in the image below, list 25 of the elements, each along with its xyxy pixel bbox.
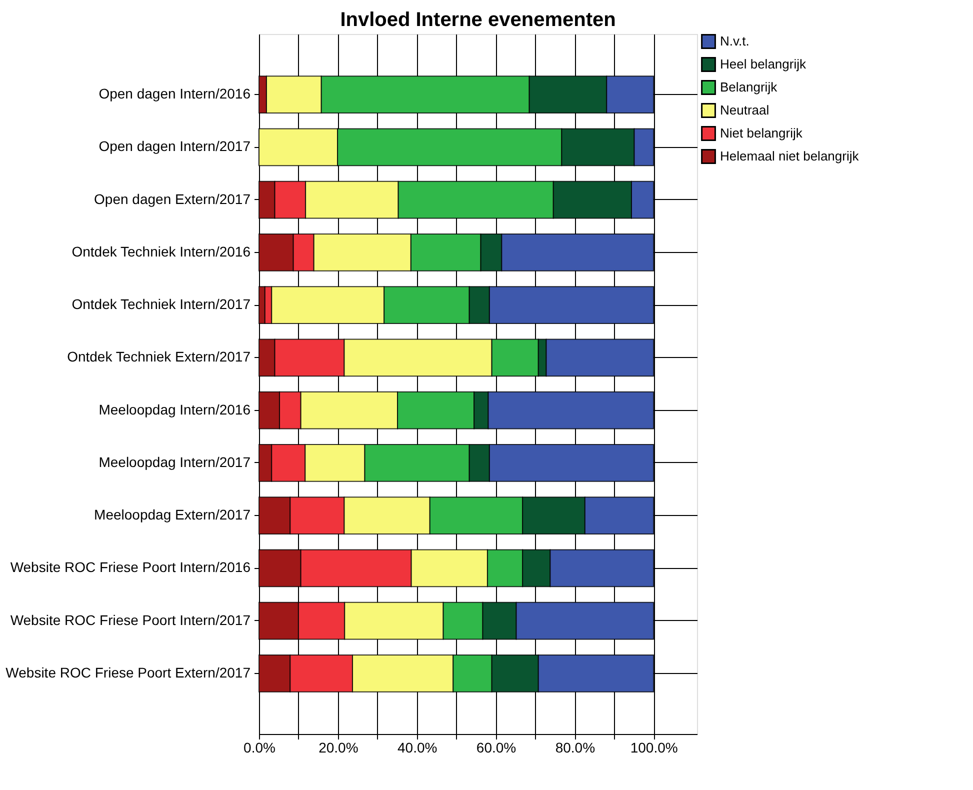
y-tick-label: Website ROC Friese Poort Intern/2017 (10, 612, 251, 628)
x-tick-label: 0.0% (244, 740, 276, 756)
y-tick-label: Meeloopdag Intern/2017 (98, 454, 251, 470)
legend-label: Helemaal niet belangrijk (720, 148, 860, 164)
x-tick-label: 20.0% (318, 740, 358, 756)
legend-label: N.v.t. (720, 34, 750, 48)
legend-label: Belangrijk (720, 80, 778, 94)
y-tick-label: Ontdek Techniek Extern/2017 (67, 348, 251, 365)
x-tick-label: 40.0% (397, 740, 438, 756)
y-tick-label: Website ROC Friese Poort Intern/2016 (10, 559, 251, 576)
x-tick-label: 60.0% (476, 740, 516, 756)
y-tick-label: Meeloopdag Extern/2017 (94, 506, 251, 523)
legend-label: Heel belangrijk (720, 56, 806, 72)
chart-title: Invloed Interne evenementen (340, 9, 616, 31)
legend-label: Niet belangrijk (720, 126, 803, 140)
legend-label: Neutraal (720, 102, 770, 118)
y-tick-label: Meeloopdag Intern/2016 (98, 401, 251, 418)
y-tick-label: Ontdek Techniek Intern/2016 (72, 243, 251, 260)
y-tick-label: Ontdek Techniek Intern/2017 (72, 296, 251, 312)
y-tick-label: Open dagen Extern/2017 (94, 190, 251, 207)
x-tick-label: 100.0% (630, 740, 678, 756)
y-tick-label: Website ROC Friese Poort Extern/2017 (6, 664, 251, 680)
x-tick-label: 80.0% (555, 740, 596, 756)
y-tick-label: Open dagen Intern/2016 (98, 86, 251, 102)
y-tick-label: Open dagen Intern/2017 (98, 138, 251, 154)
